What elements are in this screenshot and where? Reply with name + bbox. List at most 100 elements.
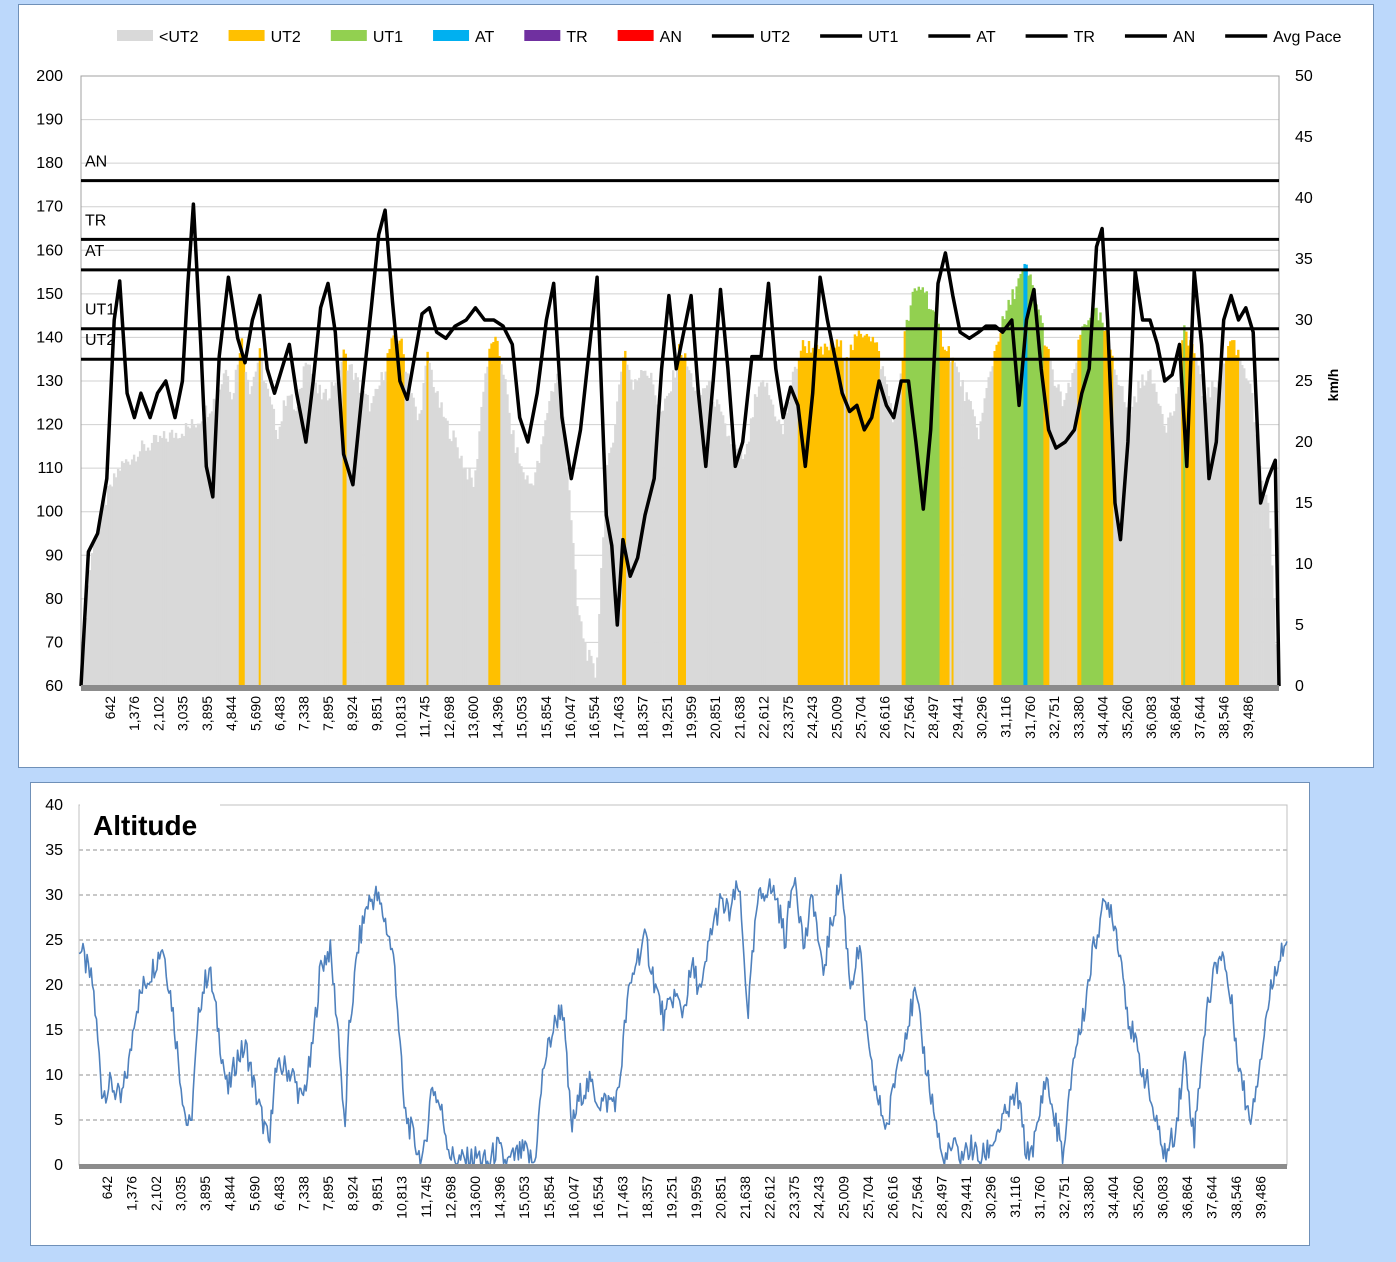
heart-rate-bar [883,376,887,686]
y-left-tick: 100 [36,504,63,521]
heart-rate-bar [823,343,827,686]
x-tick: 29,441 [958,1176,974,1219]
heart-rate-bar [212,398,216,686]
x-tick: 4,844 [222,1176,238,1211]
heart-rate-bar [975,427,978,686]
heart-rate-bar [574,569,577,686]
x-tick: 30,296 [974,696,990,739]
heart-rate-bar [340,361,343,686]
heart-rate-bar [512,430,515,686]
heart-rate-bar [220,384,224,686]
y-right-tick: 15 [1295,495,1313,512]
heart-rate-bar [779,424,783,686]
heart-rate-bar [670,391,673,686]
heart-rate-bar [616,401,619,686]
avg-pace-line [79,202,1281,687]
heart-rate-bar [1107,335,1110,686]
heart-rate-bar [1217,380,1220,686]
heart-rate-bar [827,350,831,686]
heart-rate-bar [566,467,569,686]
x-tick: 22,612 [762,1176,778,1219]
x-tick: 7,895 [320,696,336,731]
heart-rate-bar [795,368,799,686]
heart-rate-bar [1191,343,1194,686]
x-tick: 13,600 [465,696,481,739]
heart-rate-bar [190,419,194,686]
heart-rate-bar [723,423,727,686]
heart-rate-bar [953,362,956,686]
heart-rate-bar [156,441,160,686]
heart-rate-bar [869,341,873,686]
heart-rate-bar [470,477,473,686]
heart-rate-bar [769,399,773,686]
heart-rate-bar [550,390,553,686]
x-tick: 25,704 [860,1176,876,1219]
heart-rate-bar [985,388,988,686]
heart-rate-bar [538,462,541,686]
heart-rate-bar [1221,359,1224,686]
heart-rate-bar [284,405,288,686]
legend-label: UT2 [760,29,790,46]
heart-rate-bar [418,413,421,686]
heart-rate-bar [556,373,559,686]
heart-rate-bar [320,399,323,686]
heart-rate-bar [630,379,633,686]
heart-rate-bar [662,410,665,686]
x-tick: 23,375 [786,1176,802,1219]
heart-rate-bar [504,379,507,686]
heart-rate-bar [1101,322,1104,686]
heart-rate-bar [1261,480,1264,686]
heart-rate-bar [596,657,599,686]
x-tick: 18,357 [639,1176,655,1219]
heart-rate-bar [1269,528,1272,686]
heart-rate-bar [951,357,954,686]
heart-rate-bar [1173,411,1176,686]
heart-rate-bar [158,435,162,686]
heart-rate-bar [749,418,753,686]
x-tick: 23,375 [780,696,796,739]
heart-rate-bar [1201,396,1204,686]
heart-rate-bar [757,386,761,686]
y-right-label: km/h [1325,369,1341,402]
legend-label: <UT2 [159,29,199,46]
heart-rate-bar [660,411,663,686]
heart-rate-bar [278,426,282,686]
x-tick: 11,745 [417,696,433,738]
heart-rate-bar [518,463,521,686]
heart-rate-bar [648,378,651,686]
heart-rate-bar [148,450,152,686]
heart-rate-bar [715,399,719,686]
heart-rate-bar [777,419,781,686]
x-tick: 33,380 [1070,696,1086,739]
heart-rate-bar [915,290,919,686]
heart-rate-bar [152,434,156,686]
heart-rate-bar [717,404,721,686]
heart-rate-bar [815,344,819,686]
x-tick: 24,243 [804,696,820,739]
heart-rate-bar [394,340,397,686]
heart-rate-bar [530,483,533,686]
legend-swatch [433,30,470,41]
heart-rate-bar [837,346,841,686]
heart-rate-bar [520,466,523,686]
heart-rate-bar [386,353,389,686]
heart-rate-bar [843,359,847,686]
heart-rate-bar [1115,374,1118,686]
heart-rate-bar [939,328,942,686]
heart-rate-bar [1205,402,1208,686]
heart-rate-bar [861,337,865,686]
heart-rate-bar [1043,345,1046,686]
heart-rate-bar [905,319,909,686]
heart-rate-bar [214,400,218,686]
heart-rate-bar [92,540,96,686]
heart-rate-bar [785,412,789,686]
heart-rate-bar [346,370,349,686]
heart-rate-bar [699,395,703,686]
heart-rate-bar [562,416,565,686]
heart-rate-bar [781,434,785,686]
heart-rate-bar [1127,410,1130,686]
heart-rate-bar [524,479,527,686]
heart-rate-bar [1015,286,1018,686]
x-tick: 6,483 [271,696,287,731]
x-tick: 27,564 [901,696,917,739]
